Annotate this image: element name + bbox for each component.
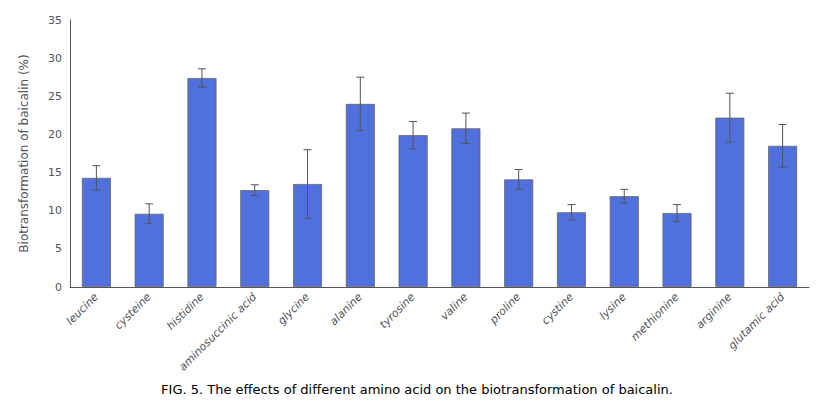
svg-text:glutamic acid: glutamic acid: [726, 290, 788, 352]
svg-text:5: 5: [55, 242, 62, 255]
svg-text:aminosuccinic acid: aminosuccinic acid: [176, 290, 260, 374]
svg-text:leucine: leucine: [64, 290, 101, 327]
svg-text:30: 30: [48, 52, 62, 65]
svg-text:proline: proline: [486, 290, 523, 327]
svg-text:20: 20: [48, 128, 62, 141]
svg-text:arginine: arginine: [693, 290, 734, 331]
svg-text:cystine: cystine: [539, 290, 576, 327]
svg-text:15: 15: [48, 166, 62, 179]
svg-text:lysine: lysine: [597, 290, 629, 322]
svg-text:10: 10: [48, 204, 62, 217]
svg-text:cysteine: cysteine: [112, 290, 154, 332]
svg-text:tyrosine: tyrosine: [377, 290, 418, 331]
svg-text:Biotransformation of baicalin: Biotransformation of baicalin (%): [17, 54, 31, 252]
svg-text:histidine: histidine: [164, 290, 206, 332]
svg-text:alanine: alanine: [327, 290, 365, 328]
svg-text:glycine: glycine: [275, 290, 312, 327]
svg-text:methionine: methionine: [628, 290, 681, 343]
svg-text:FIG. 5. The effects of differe: FIG. 5. The effects of different amino a…: [161, 382, 673, 397]
svg-text:0: 0: [55, 281, 62, 294]
svg-text:valine: valine: [438, 290, 471, 323]
svg-text:35: 35: [48, 14, 62, 27]
svg-text:25: 25: [48, 90, 62, 103]
